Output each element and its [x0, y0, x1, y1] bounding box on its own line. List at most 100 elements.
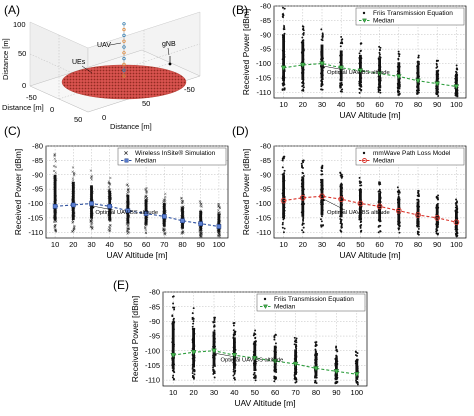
data-point	[90, 175, 93, 178]
data-point	[454, 232, 457, 235]
median-marker	[190, 350, 197, 356]
legend-label-median: Median	[373, 18, 395, 25]
data-point	[377, 86, 380, 89]
data-point	[273, 377, 276, 380]
y-tick-label: -100	[145, 346, 160, 355]
data-point	[379, 53, 381, 56]
data-point	[89, 219, 92, 222]
data-point	[321, 82, 323, 85]
data-point	[341, 90, 343, 93]
data-point	[320, 224, 323, 227]
data-point	[397, 195, 400, 198]
median-marker	[89, 201, 94, 206]
data-point	[283, 7, 286, 10]
median-marker	[319, 61, 325, 67]
median-marker	[376, 71, 383, 77]
x-axis-label: UAV Altitude [m]	[234, 398, 295, 408]
data-point	[193, 369, 196, 372]
data-point	[232, 368, 235, 371]
x-axis-label: UAV Altitude [m]	[339, 250, 400, 260]
data-point	[199, 201, 202, 204]
data-point	[173, 306, 176, 309]
data-point	[340, 81, 343, 84]
data-point	[193, 376, 195, 379]
data-point	[281, 15, 284, 18]
data-point	[126, 183, 129, 186]
data-point	[416, 225, 419, 228]
y-tick-label: -95	[149, 332, 160, 341]
data-point	[321, 88, 324, 91]
data-point	[417, 227, 420, 230]
y-tick-50: 50	[74, 115, 82, 124]
median-marker	[357, 200, 364, 207]
data-point	[254, 374, 257, 377]
data-point	[234, 370, 237, 373]
data-point	[320, 173, 323, 176]
data-point	[217, 232, 220, 235]
median-marker	[362, 158, 367, 163]
data-point	[107, 185, 111, 189]
x-axis-label: Distance [m]	[110, 122, 152, 131]
median-marker	[280, 197, 287, 204]
y-tick-label: -95	[260, 45, 271, 54]
data-point	[302, 222, 305, 225]
data-point	[181, 230, 185, 234]
data-point-band	[416, 201, 420, 227]
data-point	[301, 171, 304, 174]
data-point	[302, 25, 305, 28]
data-point	[417, 225, 420, 228]
data-point	[379, 46, 382, 49]
median-marker	[353, 372, 360, 378]
annotation-arrow	[322, 198, 346, 211]
data-point	[378, 188, 381, 191]
panel-label-b: (B)	[232, 3, 248, 17]
median-marker	[216, 224, 222, 229]
data-point	[282, 218, 285, 221]
data-point	[416, 92, 419, 95]
y-tick-label: -85	[149, 302, 160, 311]
data-point	[193, 377, 195, 380]
ues-label: UEs	[72, 59, 86, 66]
data-point	[191, 367, 194, 370]
data-point	[436, 197, 439, 200]
median-marker	[170, 352, 177, 359]
median-marker	[434, 215, 441, 221]
uav-position-2	[122, 68, 126, 72]
data-point	[302, 89, 305, 92]
data-point	[172, 374, 175, 377]
data-point	[293, 336, 296, 339]
data-point	[53, 225, 56, 228]
data-point	[253, 371, 256, 374]
data-point	[282, 83, 285, 86]
x-tick-label: 100	[351, 388, 364, 397]
data-point	[172, 370, 175, 373]
x-tick-neg50: -50	[184, 85, 195, 94]
y-tick-label: -85	[260, 156, 271, 165]
data-point-band	[339, 184, 343, 218]
x-axis-label: UAV Altitude [m]	[339, 110, 400, 120]
data-point	[340, 35, 343, 38]
data-point	[212, 366, 215, 369]
data-point	[253, 333, 256, 336]
data-point	[172, 295, 175, 298]
data-point	[359, 42, 362, 45]
data-point	[213, 372, 216, 375]
data-point	[295, 378, 298, 381]
median-marker	[453, 219, 460, 226]
data-point	[90, 178, 93, 181]
data-point	[454, 91, 457, 94]
data-point	[314, 381, 316, 384]
x-axis-label: UAV Altitude [m]	[106, 250, 167, 260]
median-marker	[143, 211, 149, 216]
data-point	[417, 91, 420, 94]
data-point	[396, 86, 399, 89]
y-tick-label: -80	[149, 288, 160, 297]
data-point	[273, 336, 276, 339]
data-point	[53, 153, 56, 156]
data-point	[126, 191, 129, 194]
data-point-band	[181, 207, 184, 229]
data-point	[192, 320, 195, 323]
data-point	[283, 32, 286, 35]
median-marker	[313, 366, 319, 372]
